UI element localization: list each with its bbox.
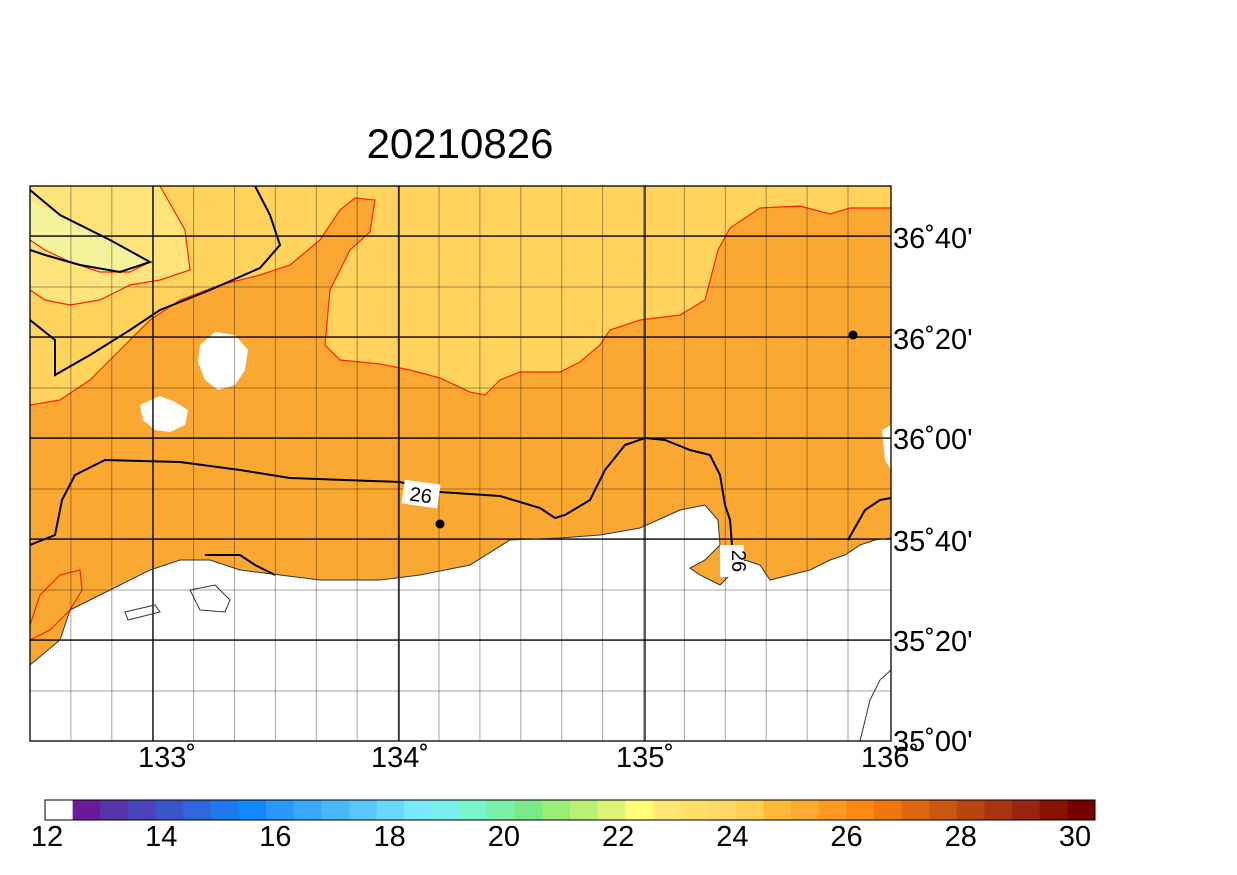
colorbar-tick-label: 24 [716,821,748,853]
colorbar-tick-label: 26 [830,821,862,853]
colorbar-swatch [818,800,847,820]
colorbar-tick-label: 30 [1059,821,1091,853]
colorbar-swatch [625,800,654,820]
colorbar-swatch [404,800,433,820]
island-dozen [140,396,188,432]
x-tick-136: 136˚ [861,742,919,774]
land-mass-east [860,670,891,741]
colorbar-swatch [929,800,958,820]
colorbar-swatch [293,800,322,820]
land-mass-honshu [30,505,891,741]
map-frame [29,185,892,742]
colorbar-swatch [570,800,599,820]
colorbar-swatch [1012,800,1041,820]
map-gridlines [30,186,891,741]
colorbar-swatch [348,800,378,820]
colorbar-swatch [984,800,1013,820]
colorbar-swatch [652,800,682,820]
colorbar [44,799,1096,821]
y-tick-35-20: 35˚20' [893,626,973,658]
colorbar-swatch [238,800,267,820]
contour-26 [30,186,891,576]
colorbar-tick-label: 22 [602,821,634,853]
colorbar-tick-label: 16 [259,821,291,853]
map-gridlines-major [30,186,891,741]
map-plot-area: 26 26 [30,186,891,741]
y-tick-36-40: 36˚40' [893,223,973,255]
colorbar-swatch [155,800,184,820]
y-tick-35-00: 35˚00' [893,726,973,758]
colorbar-swatch [1039,800,1068,820]
contour-label-2: 26 [720,545,749,577]
colorbar-swatch [72,800,101,820]
colorbar-swatch [487,800,516,820]
x-tick-135: 135˚ [616,742,674,774]
colorbar-swatch [708,800,737,820]
colorbar-swatch [735,800,764,820]
colorbar-swatch [45,800,74,820]
colorbar-swatch [846,800,875,820]
y-tick-36-00: 36˚00' [893,424,973,456]
contour-label-text-2: 26 [727,550,749,572]
colorbar-swatch [210,800,239,820]
colorbar-swatch [431,800,460,820]
colorbar-swatch [514,800,543,820]
colorbar-swatch [321,800,350,820]
y-tick-36-20: 36˚20' [893,324,973,356]
colorbar-swatch [597,800,626,820]
x-axis-labels: 133˚ 134˚ 135˚ 136˚ [138,742,919,774]
sst-field-24-25 [30,186,891,405]
contour-label-1: 26 [401,479,441,509]
colorbar-tick-label: 20 [488,821,520,853]
colorbar-swatch [127,800,157,820]
y-tick-35-40: 35˚40' [893,526,973,558]
colorbar-frame [44,799,1096,821]
y-axis-labels: 36˚40' 36˚20' 36˚00' 35˚40' 35˚20' 35˚00… [893,223,973,758]
x-tick-134: 134˚ [371,742,429,774]
colorbar-swatch [183,800,212,820]
contour-label-text-1: 26 [408,484,433,509]
colorbar-swatch [901,800,930,820]
colorbar-swatch [873,800,903,820]
colorbar-swatch [266,800,295,820]
colorbar-tick-label: 28 [945,821,977,853]
colorbar-swatch [680,800,709,820]
island-east-coast [882,425,891,470]
colorbar-labels: 12 14 16 18 20 22 24 26 28 30 [31,821,1091,853]
island-dogo [198,332,248,390]
colorbar-tick-label: 12 [31,821,63,853]
x-tick-133: 133˚ [138,742,196,774]
colorbar-swatch [100,800,129,820]
colorbar-swatch [376,800,405,820]
contour-25 [30,186,891,641]
map-title: 20210826 [367,120,554,167]
colorbar-swatch [542,800,571,820]
colorbar-swatch [1067,800,1096,820]
colorbar-swatch [791,800,820,820]
colorbar-tick-label: 14 [145,821,177,853]
coastline [30,504,891,741]
colorbar-swatch [763,800,792,820]
colorbar-tick-label: 18 [374,821,406,853]
colorbar-swatch [459,800,488,820]
station-marker-1 [848,330,858,340]
station-marker-2 [435,519,445,529]
colorbar-swatch [956,800,985,820]
